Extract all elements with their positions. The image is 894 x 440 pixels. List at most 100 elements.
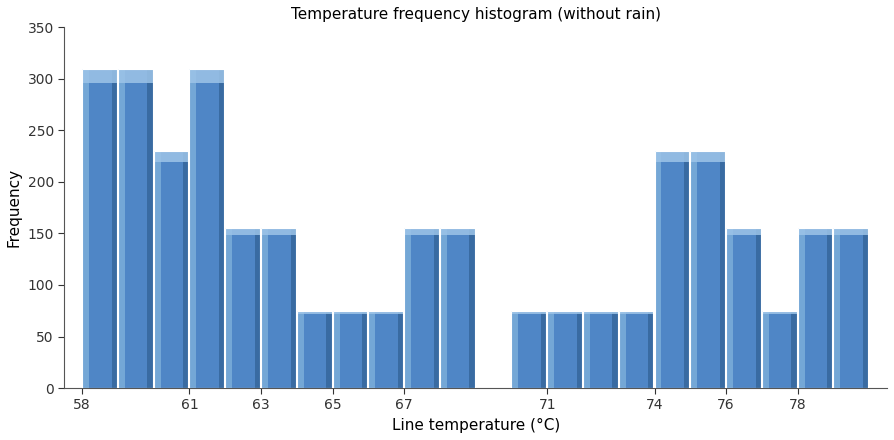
Bar [827,228,832,388]
Bar [511,311,519,388]
Bar [219,69,224,388]
Bar [654,151,689,388]
Bar [469,228,475,388]
Bar [720,151,725,388]
Bar [368,311,375,388]
Bar [118,69,153,388]
Bar [547,311,554,388]
Bar [762,311,797,314]
Bar [118,69,125,388]
Bar [183,151,189,388]
Bar [726,228,733,388]
Bar [118,69,153,83]
Bar [577,311,582,388]
Bar [690,151,725,161]
Bar [190,69,224,83]
Bar [583,311,590,388]
Bar [362,311,367,388]
Bar [118,69,153,388]
Y-axis label: Frequency: Frequency [7,168,22,247]
Bar [225,228,260,388]
Bar [583,311,618,314]
Bar [690,151,725,388]
Bar [762,311,769,388]
Bar [190,69,224,388]
Bar [762,311,797,388]
Bar [726,228,761,235]
Bar [511,311,546,388]
Bar [755,228,761,388]
Bar [726,228,761,388]
Bar [333,311,340,388]
Bar [297,311,304,388]
Bar [612,311,618,388]
Bar [833,228,868,388]
Bar [261,228,296,388]
Bar [583,311,618,388]
Bar [255,228,260,388]
Bar [654,151,662,388]
Bar [619,311,654,388]
Bar [690,151,725,388]
Bar [440,228,475,235]
Bar [225,228,260,388]
Bar [547,311,582,388]
Bar [833,228,868,388]
Bar [225,228,260,235]
Bar [333,311,367,388]
Bar [434,228,439,388]
Bar [583,311,618,388]
Bar [297,311,332,388]
Bar [648,311,654,388]
X-axis label: Line temperature (°C): Line temperature (°C) [392,418,560,433]
Bar [297,311,332,314]
Bar [261,228,296,388]
Bar [511,311,546,314]
Bar [82,69,117,388]
Bar [154,151,189,161]
Bar [547,311,582,314]
Bar [82,69,117,388]
Bar [333,311,367,388]
Bar [112,69,117,388]
Bar [833,228,868,235]
Bar [154,151,189,388]
Bar [82,69,117,83]
Bar [547,311,582,388]
Bar [797,228,832,388]
Bar [684,151,689,388]
Bar [154,151,189,388]
Bar [440,228,447,388]
Bar [404,228,439,388]
Bar [368,311,403,388]
Bar [398,311,403,388]
Bar [261,228,268,388]
Bar [148,69,153,388]
Bar [762,311,797,388]
Bar [791,311,797,388]
Bar [291,228,296,388]
Bar [511,311,546,388]
Bar [619,311,654,388]
Bar [619,311,626,388]
Bar [619,311,654,314]
Bar [654,151,689,161]
Bar [190,69,197,388]
Bar [297,311,332,388]
Bar [333,311,367,314]
Bar [368,311,403,314]
Bar [404,228,439,235]
Bar [440,228,475,388]
Bar [541,311,546,388]
Bar [440,228,475,388]
Bar [82,69,89,388]
Bar [797,228,832,388]
Bar [404,228,411,388]
Bar [833,228,840,388]
Bar [154,151,161,388]
Bar [368,311,403,388]
Bar [190,69,224,388]
Bar [863,228,868,388]
Bar [261,228,296,235]
Bar [690,151,697,388]
